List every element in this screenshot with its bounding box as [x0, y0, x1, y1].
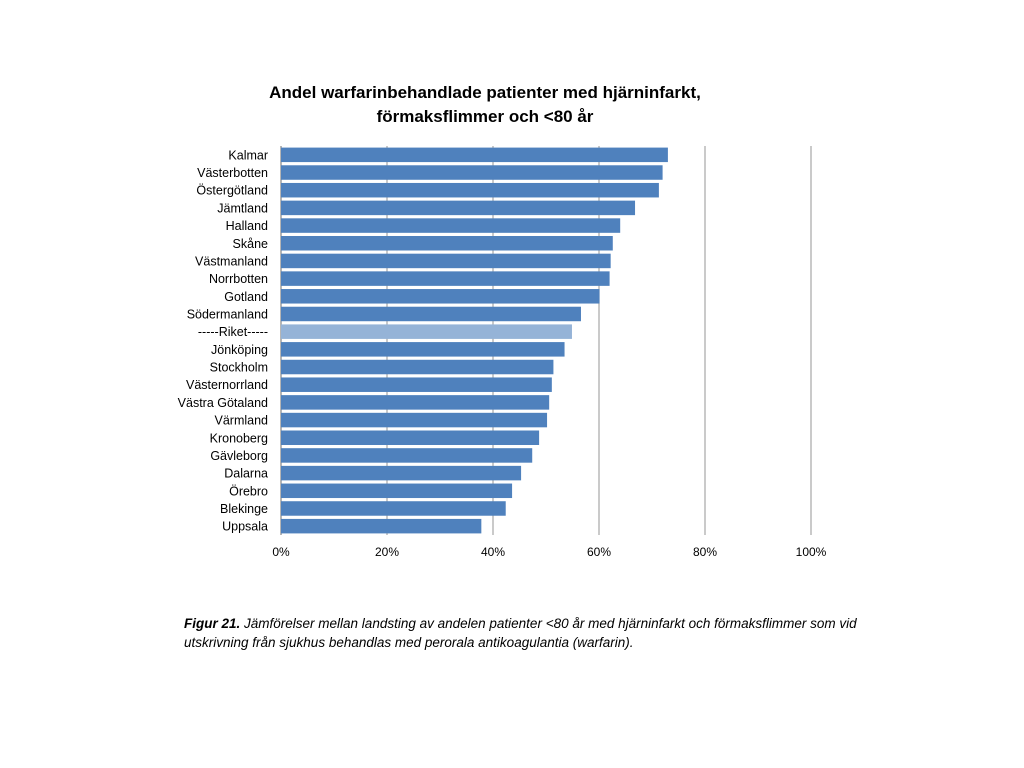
category-label: Västernorrland — [186, 378, 268, 392]
bar — [281, 395, 550, 410]
bar — [281, 465, 522, 481]
category-label: Kalmar — [228, 148, 268, 162]
category-label: Norrbotten — [209, 272, 268, 286]
bar — [281, 518, 482, 534]
category-label: -----Riket----- — [198, 325, 268, 339]
chart-title-line-2: förmaksflimmer och <80 år — [377, 107, 594, 126]
x-tick-label: 80% — [693, 545, 717, 559]
bar — [281, 412, 548, 428]
bar — [281, 218, 621, 233]
category-label: Södermanland — [187, 307, 268, 321]
bar — [281, 430, 540, 445]
x-tick-labels: 0% 20% 40% 60% 80% 100% — [272, 545, 826, 559]
bar — [281, 182, 659, 198]
bar — [281, 324, 572, 339]
category-label: Uppsala — [222, 520, 268, 534]
bar — [281, 289, 600, 304]
category-label: Gävleborg — [210, 449, 268, 463]
category-label: Kronoberg — [210, 431, 268, 445]
bar — [281, 306, 581, 322]
bar — [281, 200, 636, 216]
x-tick-label: 0% — [272, 545, 290, 559]
category-label: Halland — [226, 219, 268, 233]
x-tick-label: 40% — [481, 545, 505, 559]
category-labels: Kalmar Västerbotten Östergötland Jämtland Ha… — [178, 148, 268, 533]
category-label: Dalarna — [224, 467, 268, 481]
x-tick-label: 100% — [796, 545, 827, 559]
bar — [281, 147, 668, 163]
category-label: Östergötland — [196, 184, 268, 198]
x-tick-label: 60% — [587, 545, 611, 559]
category-label: Västmanland — [195, 254, 268, 268]
bar — [281, 253, 611, 269]
bar — [281, 448, 533, 463]
category-label: Blekinge — [220, 502, 268, 516]
category-label: Jönköping — [211, 343, 268, 357]
category-label: Västerbotten — [197, 166, 268, 180]
chart-title-line-1: Andel warfarinbehandlade patienter med h… — [269, 83, 701, 102]
figure-label: Figur 21. — [184, 616, 241, 631]
category-label: Värmland — [215, 414, 269, 428]
category-label: Örebro — [229, 484, 268, 498]
bar — [281, 501, 506, 516]
bar — [281, 165, 663, 180]
category-label: Stockholm — [210, 361, 268, 375]
bar — [281, 483, 513, 499]
x-tick-label: 20% — [375, 545, 399, 559]
bar — [281, 342, 565, 357]
bar — [281, 377, 552, 392]
bar — [281, 236, 613, 251]
bar — [281, 271, 610, 286]
figure-caption: Figur 21. Jämförelser mellan landsting a… — [184, 614, 904, 652]
caption-text: Jämförelser mellan landsting av andelen … — [184, 616, 857, 650]
bar — [281, 359, 554, 375]
category-label: Skåne — [233, 237, 268, 251]
category-label: Gotland — [224, 290, 268, 304]
bars — [281, 147, 668, 534]
category-label: Västra Götaland — [178, 396, 268, 410]
category-label: Jämtland — [217, 201, 268, 215]
